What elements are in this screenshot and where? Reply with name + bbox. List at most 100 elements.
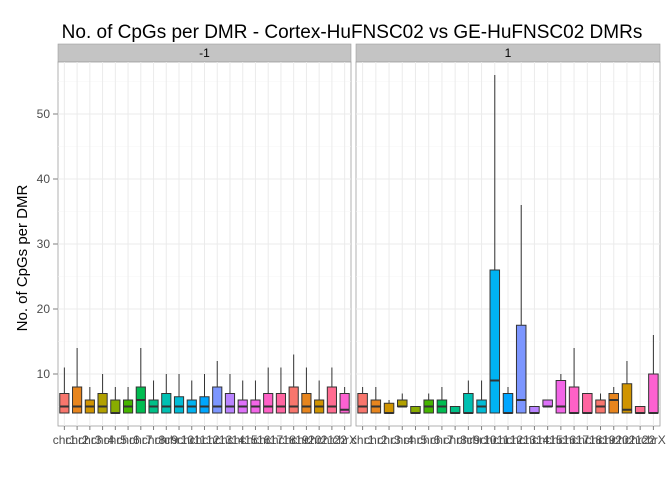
box-chr5: [410, 406, 421, 414]
box-iqr: [301, 393, 312, 414]
box-chr1: [59, 367, 70, 414]
box-iqr: [339, 393, 350, 414]
box-iqr: [582, 393, 593, 414]
box-chr14: [529, 406, 540, 414]
box-chr10: [476, 380, 487, 414]
box-chr16: [555, 374, 567, 414]
x-tick-label: chr4: [391, 433, 415, 447]
x-tick-label: chr9: [155, 433, 179, 447]
box-iqr: [199, 396, 210, 414]
x-tick-label: chr10: [164, 433, 194, 447]
box-chr15: [237, 380, 248, 414]
x-tick-label: chr13: [506, 433, 536, 447]
x-tick-label: chr7: [129, 433, 153, 447]
box-chr15: [542, 399, 553, 408]
box-chr18: [275, 367, 287, 414]
x-tick-label: chr8: [443, 433, 467, 447]
box-iqr: [383, 402, 395, 414]
box-chr4: [397, 393, 408, 408]
x-tick-label: chr4: [91, 433, 115, 447]
y-tick-label: 40: [37, 172, 51, 186]
y-tick-label: 10: [37, 367, 51, 381]
x-tick-label: chr1: [351, 433, 375, 447]
x-tick-label: chr5: [404, 433, 428, 447]
box-chr3: [383, 400, 395, 414]
x-tick-label: chrX: [332, 433, 357, 447]
box-chr22: [326, 367, 337, 414]
box-iqr: [263, 393, 274, 414]
x-tick-label: chr19: [279, 433, 309, 447]
box-chr5: [110, 387, 121, 414]
box-chr12: [199, 374, 210, 414]
box-iqr: [568, 386, 580, 414]
x-tick-label: chr6: [116, 433, 140, 447]
box-chr9: [463, 380, 474, 414]
x-tick-label: chr11: [177, 433, 206, 447]
box-chr6: [423, 393, 434, 414]
box-chr6: [122, 387, 134, 414]
box-chr13: [515, 205, 527, 414]
box-chr16: [250, 380, 261, 414]
box-chr14: [224, 374, 236, 414]
x-tick-label: chr18: [572, 433, 602, 447]
box-chr21: [621, 361, 633, 414]
x-tick-label: chr15: [533, 433, 563, 447]
y-axis: 10 20 30 40 50: [37, 107, 58, 381]
box-chr17: [568, 348, 580, 414]
chart-title: No. of CpGs per DMR - Cortex-HuFNSC02 vs…: [62, 22, 643, 43]
x-tick-label: chr20: [599, 433, 629, 447]
box-chr20: [608, 387, 619, 414]
facet-panel: 1chr1chr2chr3chr4chr5chr6chr7chr8chr9chr…: [351, 43, 666, 447]
facet-strip-label: 1: [505, 46, 512, 60]
box-chr20: [301, 367, 312, 414]
x-tick-label: chr9: [457, 433, 481, 447]
box-iqr: [463, 393, 474, 414]
x-tick-label: chr3: [78, 433, 102, 447]
x-tick-label: chr17: [253, 433, 283, 447]
box-chr9: [161, 374, 172, 414]
y-axis-label: No. of CpGs per DMR: [14, 184, 31, 331]
box-chr8: [148, 380, 159, 414]
x-tick-label: chr19: [586, 433, 616, 447]
box-chr11: [186, 380, 197, 414]
box-chr19: [595, 393, 606, 414]
x-tick-label: chr21: [304, 433, 334, 447]
box-chr21: [314, 380, 325, 414]
x-tick-label: chr8: [142, 433, 166, 447]
x-tick-label: chr17: [559, 433, 589, 447]
box-chr2: [370, 387, 382, 414]
box-iqr: [224, 393, 236, 414]
box-chr18: [582, 393, 593, 414]
box-iqr: [502, 393, 514, 414]
box-chr3: [84, 387, 95, 414]
box-chr7: [135, 348, 146, 414]
box-iqr: [72, 386, 83, 414]
box-iqr: [357, 393, 368, 414]
x-tick-label: chr2: [364, 433, 388, 447]
x-tick-label: chr21: [612, 433, 642, 447]
facet-panel: -1chr1chr2chr3chr4chr5chr6chr7chr8chr9ch…: [53, 43, 357, 447]
box-iqr: [515, 324, 527, 414]
box-iqr: [648, 373, 659, 414]
box-chr19: [288, 354, 299, 414]
x-tick-label: chr14: [215, 433, 245, 447]
box-chr12: [502, 387, 514, 414]
x-tick-label: chr22: [317, 433, 347, 447]
x-tick-label: chr3: [377, 433, 401, 447]
y-tick-label: 30: [37, 237, 51, 251]
box-iqr: [173, 396, 185, 414]
box-chr4: [97, 374, 108, 414]
x-tick-label: chr15: [228, 433, 258, 447]
box-iqr: [97, 393, 108, 414]
x-tick-label: chr13: [202, 433, 232, 447]
box-iqr: [110, 399, 121, 414]
box-iqr: [212, 386, 223, 414]
x-tick-label: chr12: [189, 433, 219, 447]
box-chr11: [489, 75, 501, 414]
y-tick-label: 20: [37, 302, 51, 316]
x-tick-label: chr1: [53, 433, 77, 447]
box-iqr: [555, 380, 567, 414]
box-chrX: [648, 335, 659, 414]
box-chr7: [436, 387, 448, 414]
